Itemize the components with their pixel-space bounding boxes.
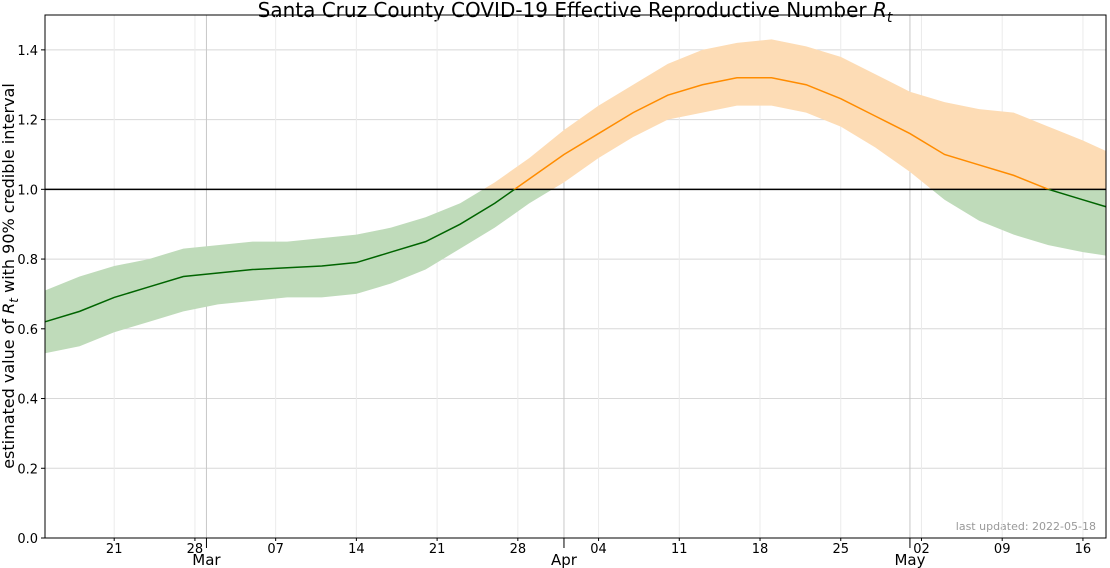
- x-tick-label: 14: [348, 542, 365, 557]
- x-tick-label: 11: [671, 542, 688, 557]
- y-tick-label: 0.8: [17, 253, 38, 268]
- ylabel-before: estimated value of: [0, 319, 18, 469]
- interval-band: [483, 39, 1106, 190]
- ylabel-after-text: with 90% credible interval: [0, 83, 18, 293]
- annotation: last updated: 2022-05-18: [956, 520, 1096, 533]
- x-tick-label: 28: [187, 542, 204, 557]
- x-tick-label-major: Apr: [551, 551, 578, 568]
- title-text: Santa Cruz County COVID-19 Effective Rep…: [258, 0, 868, 22]
- y-tick-label: 0.6: [17, 323, 38, 338]
- chart-title: Santa Cruz County COVID-19 Effective Rep…: [258, 0, 893, 26]
- x-tick-label: 25: [832, 542, 849, 557]
- plot-frame: [44, 14, 1107, 539]
- rt-line: [44, 189, 1107, 323]
- y-axis-label: estimated value of Rt with 90% credible …: [0, 83, 21, 469]
- y-tick-label: 0.0: [17, 532, 38, 547]
- ylabel-symbol: R: [0, 303, 18, 314]
- ylabel-subscript: t: [7, 297, 21, 303]
- y-tick-label: 0.2: [17, 462, 38, 477]
- x-tick-label-major: May: [894, 551, 925, 568]
- y-tick-label: 0.4: [17, 393, 38, 408]
- y-tick-label: 1.4: [17, 44, 38, 59]
- x-tick-label: 09: [994, 542, 1011, 557]
- x-tick-label: 21: [106, 542, 123, 557]
- x-tick-label: 28: [510, 542, 527, 557]
- rt-line: [513, 77, 1051, 190]
- y-tick-label: 1.2: [17, 114, 38, 129]
- title-symbol: R: [873, 0, 887, 22]
- x-tick-label: 02: [913, 542, 930, 557]
- x-tick-label: 18: [752, 542, 769, 557]
- x-tick-label: 07: [267, 542, 284, 557]
- x-tick-label-major: Mar: [192, 551, 221, 568]
- interval-band: [45, 189, 1106, 354]
- title-subscript: t: [887, 10, 893, 26]
- y-tick-label: 1.0: [17, 183, 38, 198]
- x-tick-label: 21: [429, 542, 446, 557]
- x-tick-label: 16: [1075, 542, 1092, 557]
- x-tick-label: 04: [590, 542, 607, 557]
